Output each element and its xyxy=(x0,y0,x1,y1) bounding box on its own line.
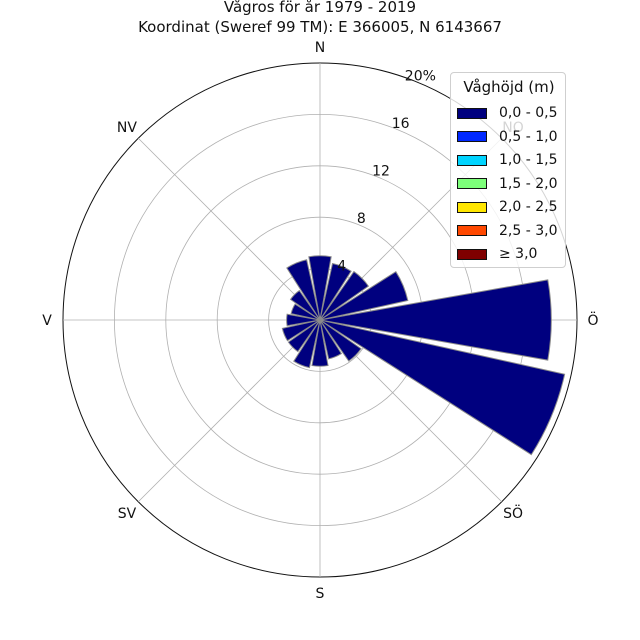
legend-entry: 0,0 - 0,5 xyxy=(457,103,557,123)
spoke-gridline xyxy=(137,137,321,321)
legend-entry: 2,5 - 3,0 xyxy=(457,221,557,241)
wave-bar xyxy=(289,289,321,321)
legend-label: 1,0 - 1,5 xyxy=(499,152,558,168)
legend-swatch xyxy=(457,225,487,236)
wave-bar xyxy=(293,319,321,369)
chart-title: Vågros för år 1979 - 2019 xyxy=(223,0,417,16)
legend-label: 2,0 - 2,5 xyxy=(499,199,558,215)
direction-label: SÖ xyxy=(503,504,523,522)
legend-entry: 2,0 - 2,5 xyxy=(457,197,557,217)
wave-bar xyxy=(290,303,321,321)
legend-swatch xyxy=(457,248,487,260)
legend-swatch xyxy=(457,131,487,142)
radial-tick-label: 8 xyxy=(357,211,366,227)
legend-swatch xyxy=(457,107,487,119)
direction-label: N xyxy=(315,40,325,56)
wave-bar xyxy=(287,319,321,353)
legend-label: 1,5 - 2,0 xyxy=(499,175,558,192)
direction-label: S xyxy=(316,586,325,602)
wave-bar xyxy=(319,319,566,456)
legend-entry: 1,5 - 2,0 xyxy=(457,174,557,194)
legend: Våghöjd (m) 0,0 - 0,5 0,5 - 1,0 1,0 - 1,5 1… xyxy=(450,72,566,268)
legend-swatch xyxy=(457,178,487,189)
wave-bar xyxy=(286,259,321,321)
wave-bar xyxy=(319,319,343,360)
legend-label: 2,5 - 3,0 xyxy=(499,222,558,239)
wave-bar xyxy=(319,270,370,321)
wave-bar xyxy=(319,262,352,321)
legend-label: 0,0 - 0,5 xyxy=(499,105,558,121)
wave-bar xyxy=(319,279,552,361)
legend-entry: 1,0 - 1,5 xyxy=(457,150,557,170)
legend-swatch xyxy=(457,201,487,213)
direction-label: SV xyxy=(118,506,137,522)
legend-entry: 0,5 - 1,0 xyxy=(457,127,557,147)
wave-bar xyxy=(319,319,362,362)
wave-bar xyxy=(308,255,332,321)
wave-bar xyxy=(311,319,329,367)
radial-tick-label: 16 xyxy=(392,116,410,132)
legend-swatch xyxy=(457,154,487,166)
radial-tick-label: 4 xyxy=(337,259,346,275)
wave-bar xyxy=(319,270,409,321)
wave-bar xyxy=(286,313,321,327)
radial-tick-label: 12 xyxy=(372,164,390,180)
radial-tick-label: 20% xyxy=(405,69,436,85)
legend-label: ≥ 3,0 xyxy=(499,246,538,262)
direction-label: NV xyxy=(117,120,137,136)
legend-entry: ≥ 3,0 xyxy=(457,244,537,264)
chart-subtitle: Koordinat (Sweref 99 TM): E 366005, N 61… xyxy=(138,18,502,36)
legend-label: 0,5 - 1,0 xyxy=(499,128,558,145)
spoke-gridline xyxy=(137,319,321,503)
legend-title: Våghöjd (m) xyxy=(463,78,555,96)
direction-label: Ö xyxy=(587,311,598,329)
wave-bar xyxy=(281,319,321,342)
direction-label: V xyxy=(42,313,52,329)
